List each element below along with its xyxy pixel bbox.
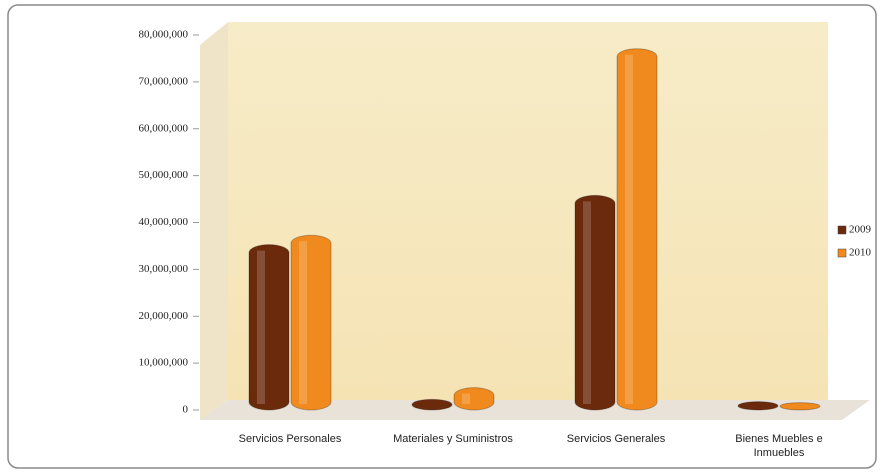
bar	[290, 234, 332, 411]
bar-highlight	[583, 201, 591, 404]
y-tick-label: 30,000,000	[139, 263, 189, 275]
legend-swatch	[837, 248, 847, 258]
y-tick-label: 70,000,000	[139, 75, 189, 87]
bar	[248, 244, 290, 411]
bar	[779, 402, 821, 411]
bar	[737, 401, 779, 411]
legend-label: 2010	[849, 247, 872, 259]
bar-highlight	[625, 54, 633, 404]
x-tick-label: Bienes Muebles e Inmuebles	[735, 433, 823, 459]
x-tick-label: Servicios Personales	[238, 433, 342, 445]
floor	[200, 400, 870, 420]
side-wall	[200, 22, 228, 420]
bar	[616, 48, 658, 411]
legend-label: 2009	[849, 224, 872, 236]
y-tick-label: 40,000,000	[139, 216, 189, 228]
bar-highlight	[462, 393, 470, 404]
y-tick-label: 50,000,000	[139, 169, 189, 181]
x-tick-label: Servicios Generales	[566, 433, 666, 445]
bar-highlight	[299, 241, 307, 404]
y-tick-label: 10,000,000	[139, 357, 189, 369]
y-tick-label: 80,000,000	[139, 29, 189, 41]
y-tick-label: 20,000,000	[139, 310, 189, 322]
y-tick-label: 0	[183, 404, 189, 416]
bar	[574, 194, 616, 411]
legend-swatch	[837, 225, 847, 235]
y-tick-label: 60,000,000	[139, 122, 189, 134]
bar-highlight	[257, 250, 265, 404]
x-tick-label: Materiales y Suministros	[393, 433, 513, 445]
bar	[411, 398, 453, 411]
bar	[453, 387, 495, 411]
